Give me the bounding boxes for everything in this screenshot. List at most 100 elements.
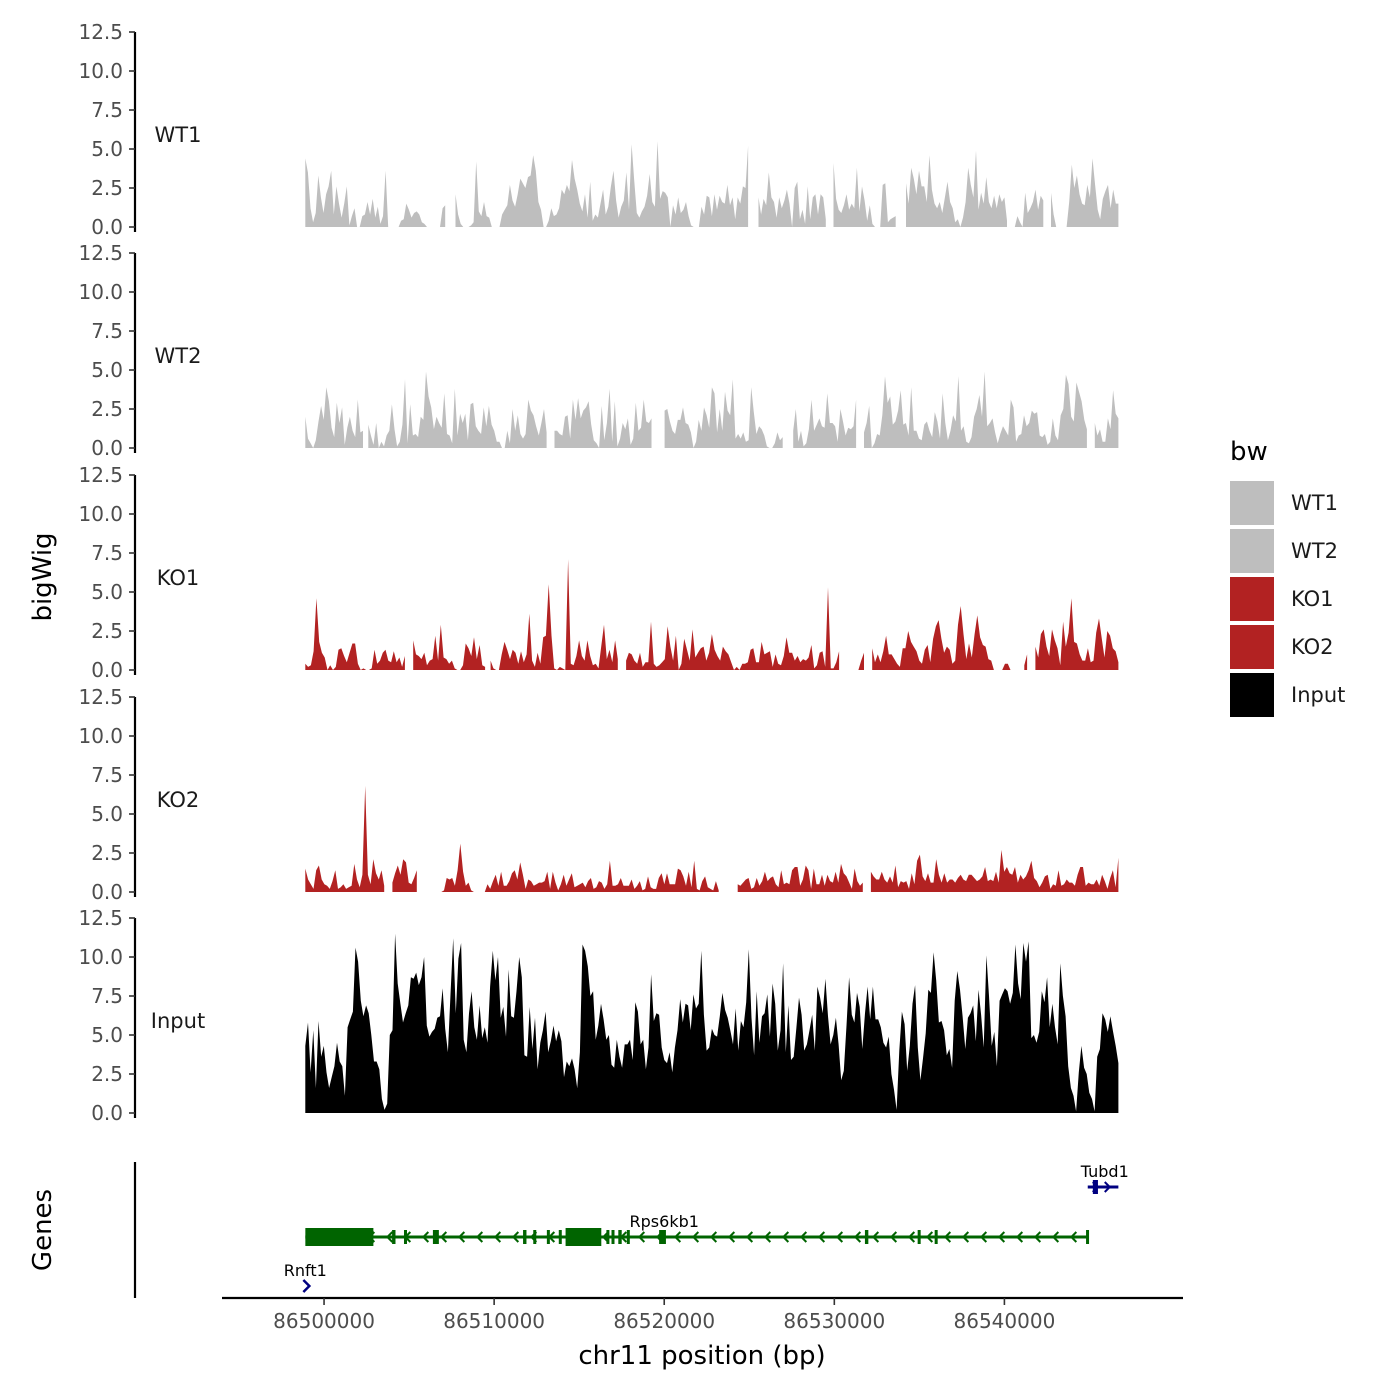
x-tick-label: 86500000 bbox=[273, 1309, 375, 1333]
signal-area-ko2 bbox=[305, 785, 1119, 892]
gene-rnft1: Rnft1 bbox=[284, 1261, 327, 1293]
gene-rps6kb1: Rps6kb1 bbox=[305, 1212, 1090, 1246]
strand-arrow-icon bbox=[385, 1231, 394, 1243]
x-axis-title: chr11 position (bp) bbox=[578, 1341, 825, 1371]
x-tick-label: 86530000 bbox=[783, 1309, 885, 1333]
strand-arrow-icon bbox=[302, 1279, 312, 1293]
strand-arrow-icon bbox=[799, 1231, 808, 1243]
strand-arrow-icon bbox=[457, 1231, 466, 1243]
exon-block bbox=[1092, 1180, 1098, 1194]
x-tick-label: 86540000 bbox=[954, 1309, 1056, 1333]
strand-arrow-icon bbox=[817, 1231, 826, 1243]
exon-block bbox=[626, 1230, 630, 1244]
exon-block bbox=[403, 1230, 407, 1244]
track-wt1: 0.0 2.5 5.0 7.5 10.0 12.5 WT1 bbox=[78, 20, 1119, 239]
strand-arrow-icon bbox=[907, 1231, 916, 1243]
exon-block bbox=[533, 1230, 537, 1244]
exon-block bbox=[934, 1230, 938, 1244]
y-tick-label: 12.5 bbox=[78, 241, 123, 265]
strand-arrow-icon bbox=[1069, 1231, 1078, 1243]
strand-arrow-icon bbox=[727, 1231, 736, 1243]
track-ko2: 0.0 2.5 5.0 7.5 10.0 12.5 KO2 bbox=[78, 685, 1119, 904]
y-axis-title: bigWig bbox=[28, 532, 58, 621]
y-tick-label: 10.0 bbox=[78, 724, 123, 748]
strand-arrow-icon bbox=[763, 1231, 772, 1243]
exon-block bbox=[565, 1228, 602, 1246]
strand-arrow-icon bbox=[889, 1231, 898, 1243]
exon-block bbox=[558, 1230, 562, 1244]
exon-block bbox=[606, 1230, 610, 1244]
y-tick-label: 0.0 bbox=[91, 436, 123, 460]
legend-swatch-ko2 bbox=[1230, 625, 1274, 669]
track-label: KO1 bbox=[157, 566, 200, 590]
y-tick-label: 0.0 bbox=[91, 658, 123, 682]
legend: bw WT1 WT2 KO1 KO2 Input bbox=[1230, 437, 1345, 717]
track-label: WT1 bbox=[155, 123, 202, 147]
signal-area-input bbox=[305, 933, 1119, 1113]
genes-axis-title: Genes bbox=[28, 1189, 58, 1271]
gene-label: Rps6kb1 bbox=[630, 1212, 699, 1231]
y-tick-label: 5.0 bbox=[91, 580, 123, 604]
exon-block bbox=[305, 1228, 374, 1246]
x-axis: 86500000 86510000 86520000 86530000 86540000 bbox=[222, 1296, 1183, 1333]
y-tick-label: 7.5 bbox=[91, 98, 123, 122]
track-label: WT2 bbox=[155, 344, 202, 368]
strand-arrow-icon bbox=[691, 1231, 700, 1243]
legend-title: bw bbox=[1230, 437, 1268, 467]
y-tick-label: 5.0 bbox=[91, 1023, 123, 1047]
legend-swatch-wt1 bbox=[1230, 481, 1274, 525]
legend-swatch-ko1 bbox=[1230, 577, 1274, 621]
exon-block bbox=[1086, 1230, 1090, 1244]
y-tick-label: 10.0 bbox=[78, 59, 123, 83]
strand-arrow-icon bbox=[997, 1231, 1006, 1243]
strand-arrow-icon bbox=[439, 1231, 448, 1243]
strand-arrow-icon bbox=[853, 1231, 862, 1243]
y-tick-label: 7.5 bbox=[91, 984, 123, 1008]
exon-block bbox=[611, 1230, 615, 1244]
exon-block bbox=[618, 1230, 622, 1244]
track-wt2: 0.0 2.5 5.0 7.5 10.0 12.5 WT2 bbox=[78, 241, 1119, 460]
track-ko1: 0.0 2.5 5.0 7.5 10.0 12.5 KO1 bbox=[78, 463, 1119, 682]
strand-arrow-icon bbox=[979, 1231, 988, 1243]
y-tick-label: 7.5 bbox=[91, 541, 123, 565]
y-tick-label: 2.5 bbox=[91, 619, 123, 643]
legend-swatch-wt2 bbox=[1230, 529, 1274, 573]
strand-arrow-icon bbox=[475, 1231, 484, 1243]
y-tick-label: 12.5 bbox=[78, 20, 123, 44]
y-tick-label: 7.5 bbox=[91, 319, 123, 343]
strand-arrow-icon bbox=[745, 1231, 754, 1243]
strand-arrow-icon bbox=[709, 1231, 718, 1243]
legend-swatch-input bbox=[1230, 673, 1274, 717]
gene-label: Rnft1 bbox=[284, 1261, 327, 1280]
x-tick-label: 86510000 bbox=[443, 1309, 545, 1333]
track-label: KO2 bbox=[157, 788, 200, 812]
y-tick-label: 2.5 bbox=[91, 841, 123, 865]
legend-label: WT1 bbox=[1291, 491, 1338, 515]
strand-arrow-icon bbox=[835, 1231, 844, 1243]
y-tick-label: 12.5 bbox=[78, 906, 123, 930]
track-input: 0.0 2.5 5.0 7.5 10.0 12.5 Input bbox=[78, 906, 1119, 1125]
y-tick-label: 12.5 bbox=[78, 463, 123, 487]
strand-arrow-icon bbox=[1104, 1181, 1112, 1193]
exon-block bbox=[523, 1230, 527, 1244]
strand-arrow-icon bbox=[493, 1231, 502, 1243]
strand-arrow-icon bbox=[673, 1231, 682, 1243]
strand-arrow-icon bbox=[511, 1231, 520, 1243]
y-tick-label: 0.0 bbox=[91, 880, 123, 904]
signal-area-wt1 bbox=[305, 141, 1119, 227]
exon-block bbox=[917, 1230, 921, 1244]
y-tick-label: 10.0 bbox=[78, 945, 123, 969]
signal-area-wt2 bbox=[305, 371, 1119, 448]
strand-arrow-icon bbox=[961, 1231, 970, 1243]
legend-label: KO2 bbox=[1291, 635, 1334, 659]
exon-block bbox=[864, 1230, 869, 1244]
signal-area-ko1 bbox=[305, 559, 1119, 670]
strand-arrow-icon bbox=[781, 1231, 790, 1243]
y-tick-label: 5.0 bbox=[91, 137, 123, 161]
y-tick-label: 5.0 bbox=[91, 802, 123, 826]
exon-block bbox=[432, 1230, 439, 1244]
y-tick-label: 2.5 bbox=[91, 176, 123, 200]
strand-arrow-icon bbox=[637, 1231, 646, 1243]
exon-block bbox=[659, 1230, 666, 1244]
